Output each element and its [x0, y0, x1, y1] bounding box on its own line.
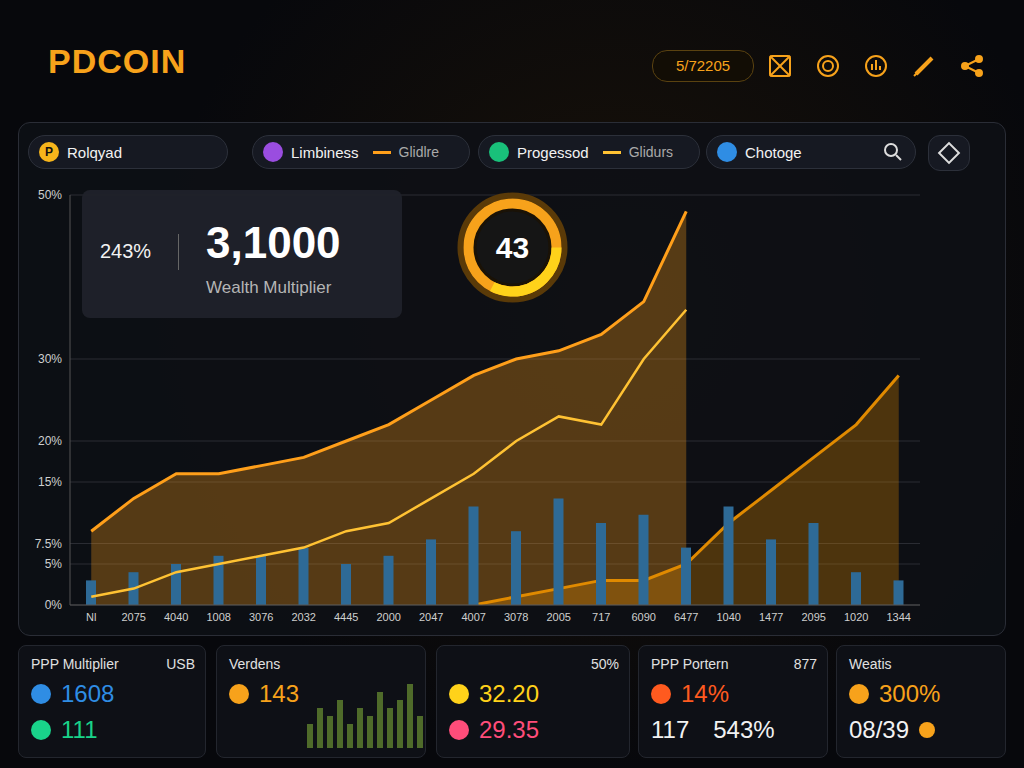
html-text:32.20: 32.20 [479, 680, 540, 707]
html-text:5/72205: 5/72205 [675, 57, 731, 74]
svg-text:717: 717 [592, 611, 610, 623]
svg-text:1477: 1477 [759, 611, 783, 623]
html-text:543%: 543% [713, 716, 775, 743]
html-text:Glidlre: Glidlre [398, 144, 439, 160]
html-text:29.35: 29.35 [479, 716, 540, 743]
html-text:Wealth Multiplier: Wealth Multiplier [206, 278, 332, 297]
html-text:300%: 300% [879, 680, 941, 707]
svg-text:2005: 2005 [547, 611, 571, 623]
html-text:3,1000: 3,1000 [206, 218, 341, 267]
html-text:PPP Multiplier: PPP Multiplier [31, 656, 119, 672]
svg-text:4007: 4007 [462, 611, 486, 623]
html-text:50%: 50% [591, 656, 619, 672]
html-text:877: 877 [793, 656, 817, 672]
svg-text:2032: 2032 [292, 611, 316, 623]
svg-text:50%: 50% [38, 188, 62, 202]
html-text:Weatis: Weatis [849, 656, 892, 672]
html-text:243%: 243% [100, 240, 152, 262]
html-text:08/39: 08/39 [849, 716, 910, 743]
svg-text:1020: 1020 [844, 611, 868, 623]
svg-text:2000: 2000 [377, 611, 401, 623]
html-text:Verdens: Verdens [229, 656, 281, 672]
html-text:143: 143 [259, 680, 299, 707]
html-text:43: 43 [495, 231, 530, 264]
svg-text:2075: 2075 [122, 611, 146, 623]
html-text:Chotoge: Chotoge [745, 143, 802, 161]
html-text:Glidurs: Glidurs [628, 144, 674, 160]
html-text:1608: 1608 [61, 680, 115, 707]
svg-text:1008: 1008 [207, 611, 231, 623]
html-text:PPP Portern: PPP Portern [651, 656, 729, 672]
svg-text:20%: 20% [38, 434, 62, 448]
svg-text:4445: 4445 [334, 611, 358, 623]
html-text:Progessod: Progessod [517, 143, 589, 161]
svg-text:6477: 6477 [674, 611, 698, 623]
svg-text:3078: 3078 [504, 611, 528, 623]
svg-text:4040: 4040 [164, 611, 188, 623]
svg-text:2047: 2047 [419, 611, 443, 623]
svg-text:3076: 3076 [249, 611, 273, 623]
svg-text:15%: 15% [38, 475, 62, 489]
svg-text:6090: 6090 [632, 611, 656, 623]
svg-text:5%: 5% [45, 557, 63, 571]
html-text:117: 117 [651, 716, 690, 743]
svg-text:Nl: Nl [86, 611, 96, 623]
svg-text:30%: 30% [38, 352, 62, 366]
html-text:PDCOIN: PDCOIN [48, 42, 187, 80]
html-text:P: P [45, 145, 53, 159]
html-text:14%: 14% [681, 680, 729, 707]
html-text:Limbiness: Limbiness [291, 143, 359, 161]
html-text:USB: USB [166, 656, 195, 672]
html-text:Rolqyad: Rolqyad [67, 143, 122, 161]
svg-text:7.5%: 7.5% [35, 537, 63, 551]
html-text:111: 111 [61, 716, 98, 743]
svg-text:1344: 1344 [887, 611, 911, 623]
svg-text:2095: 2095 [802, 611, 826, 623]
svg-text:1040: 1040 [717, 611, 741, 623]
svg-text:0%: 0% [45, 598, 63, 612]
